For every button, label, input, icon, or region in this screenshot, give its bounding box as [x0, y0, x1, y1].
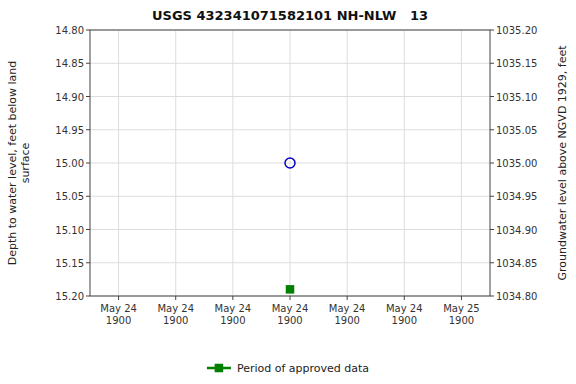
- tick: [490, 63, 494, 64]
- tick-label: 1035.05: [496, 125, 537, 136]
- tick-label: 1034.90: [496, 225, 537, 236]
- tick: [490, 30, 494, 31]
- grid-line: [90, 196, 490, 197]
- tick-label-line: 1900: [449, 315, 474, 326]
- grid: [90, 30, 490, 296]
- tick: [490, 163, 494, 164]
- tick-label: May 241900: [100, 303, 137, 326]
- tick-label-line: May 24: [272, 303, 309, 314]
- legend-marker: [215, 365, 222, 372]
- tick: [404, 296, 405, 300]
- tick: [86, 229, 90, 230]
- tick: [490, 129, 494, 130]
- tick: [490, 196, 494, 197]
- tick-label: 15.20: [55, 291, 84, 302]
- tick: [86, 96, 90, 97]
- tick: [175, 296, 176, 300]
- grid-line: [90, 229, 490, 230]
- tick: [86, 296, 90, 297]
- tick: [86, 30, 90, 31]
- tick-label-line: 1900: [392, 315, 417, 326]
- legend: Period of approved data: [207, 362, 369, 375]
- grid-line: [90, 262, 490, 263]
- tick-label: 15.00: [55, 158, 84, 169]
- title: USGS 432341071582101 NH-NLW 13: [152, 8, 428, 23]
- y2-axis: 1034.80 1034.85 1034.90 1034.95 1035.00 1035.…: [490, 25, 537, 302]
- tick: [347, 296, 348, 300]
- chart: May 241900May 241900May 241900May 241900…: [0, 0, 576, 384]
- series: [287, 286, 294, 293]
- axis-label: Depth to water level, feet below landsur…: [6, 61, 32, 266]
- tick-label: 15.10: [55, 225, 84, 236]
- tick-label: May 241900: [386, 303, 423, 326]
- tick-label-line: May 24: [215, 303, 252, 314]
- tick-label-line: 1900: [334, 315, 359, 326]
- grid-line: [90, 63, 490, 64]
- tick-label: May 251900: [443, 303, 480, 326]
- tick: [490, 262, 494, 263]
- grid-line: [90, 96, 490, 97]
- tick-label: May 241900: [215, 303, 252, 326]
- tick-label-line: 1900: [106, 315, 131, 326]
- tick: [86, 129, 90, 130]
- tick-label-line: 1900: [163, 315, 188, 326]
- marks: [285, 158, 295, 293]
- tick: [86, 196, 90, 197]
- legend-item: Period of approved data: [207, 362, 369, 375]
- tick: [232, 296, 233, 300]
- tick-label: 1035.00: [496, 158, 537, 169]
- axis-label-line: Depth to water level, feet below land: [6, 61, 19, 266]
- x-axis: May 241900May 241900May 241900May 241900…: [100, 296, 479, 326]
- tick: [490, 296, 494, 297]
- axis-label: Groundwater level above NGVD 1929, feet: [556, 45, 569, 281]
- tick: [86, 262, 90, 263]
- tick: [86, 63, 90, 64]
- plot-frame: [90, 30, 490, 296]
- tick-label: 1035.20: [496, 25, 537, 36]
- grid-line: [90, 163, 490, 164]
- tick-label: 14.90: [55, 92, 84, 103]
- point: [287, 286, 294, 293]
- tick-label: May 241900: [157, 303, 194, 326]
- legend-label: Period of approved data: [237, 362, 369, 375]
- tick-label: 1034.80: [496, 291, 537, 302]
- tick-label-line: May 24: [386, 303, 423, 314]
- tick: [461, 296, 462, 300]
- tick-label-line: 1900: [220, 315, 245, 326]
- tick-label: 14.95: [55, 125, 84, 136]
- tick-label-line: May 24: [157, 303, 194, 314]
- point: [285, 158, 295, 168]
- tick-label-line: 1900: [277, 315, 302, 326]
- tick: [86, 163, 90, 164]
- y-axis: 14.80 14.85 14.90 14.95 15.00 15.05 15.10 15.15…: [55, 25, 90, 302]
- tick: [290, 296, 291, 300]
- tick-label: 15.15: [55, 258, 84, 269]
- tick-label: 1035.10: [496, 92, 537, 103]
- tick-label: 15.05: [55, 191, 84, 202]
- grid-line: [90, 129, 490, 130]
- tick-label: 1034.85: [496, 258, 537, 269]
- tick-label: 14.85: [55, 58, 84, 69]
- tick: [490, 229, 494, 230]
- tick: [118, 296, 119, 300]
- tick-label: 1035.15: [496, 58, 537, 69]
- tick-label: May 241900: [272, 303, 309, 326]
- axis-label-line: surface: [19, 142, 32, 183]
- tick-label-line: May 24: [329, 303, 366, 314]
- tick-label: 14.80: [55, 25, 84, 36]
- series: [285, 158, 295, 168]
- tick-label: 1034.95: [496, 191, 537, 202]
- tick-label-line: May 24: [100, 303, 137, 314]
- tick-label-line: May 25: [443, 303, 480, 314]
- tick-label: May 241900: [329, 303, 366, 326]
- tick: [490, 96, 494, 97]
